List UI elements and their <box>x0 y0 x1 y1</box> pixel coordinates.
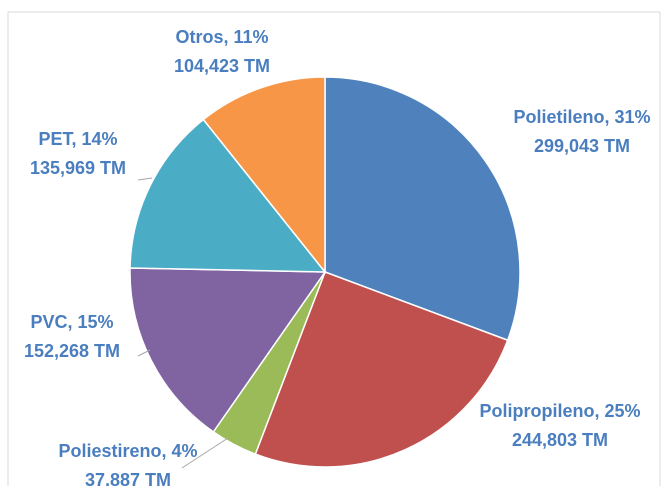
pie-slice <box>324 76 521 342</box>
value-label: 104,423 TM <box>174 56 270 76</box>
pie-slice <box>129 118 327 273</box>
pie-slice <box>202 76 326 275</box>
pie-slice <box>129 267 327 433</box>
category-label: Polietileno, 31% <box>513 107 650 127</box>
category-label: Polipropileno, 25% <box>479 401 640 421</box>
value-label: 299,043 TM <box>534 136 630 156</box>
category-label: PET, 14% <box>38 129 117 149</box>
category-label: Poliestireno, 4% <box>58 441 197 461</box>
leader-line <box>137 349 151 357</box>
value-label: 135,969 TM <box>30 158 126 178</box>
category-label: PVC, 15% <box>30 312 113 332</box>
leader-line <box>181 437 229 469</box>
pie-slice <box>254 271 509 468</box>
value-label: 37,887 TM <box>85 470 171 486</box>
value-label: 152,268 TM <box>24 341 120 361</box>
leader-line <box>137 177 153 181</box>
value-label: 244,803 TM <box>512 430 608 450</box>
category-label: Otros, 11% <box>175 27 268 47</box>
